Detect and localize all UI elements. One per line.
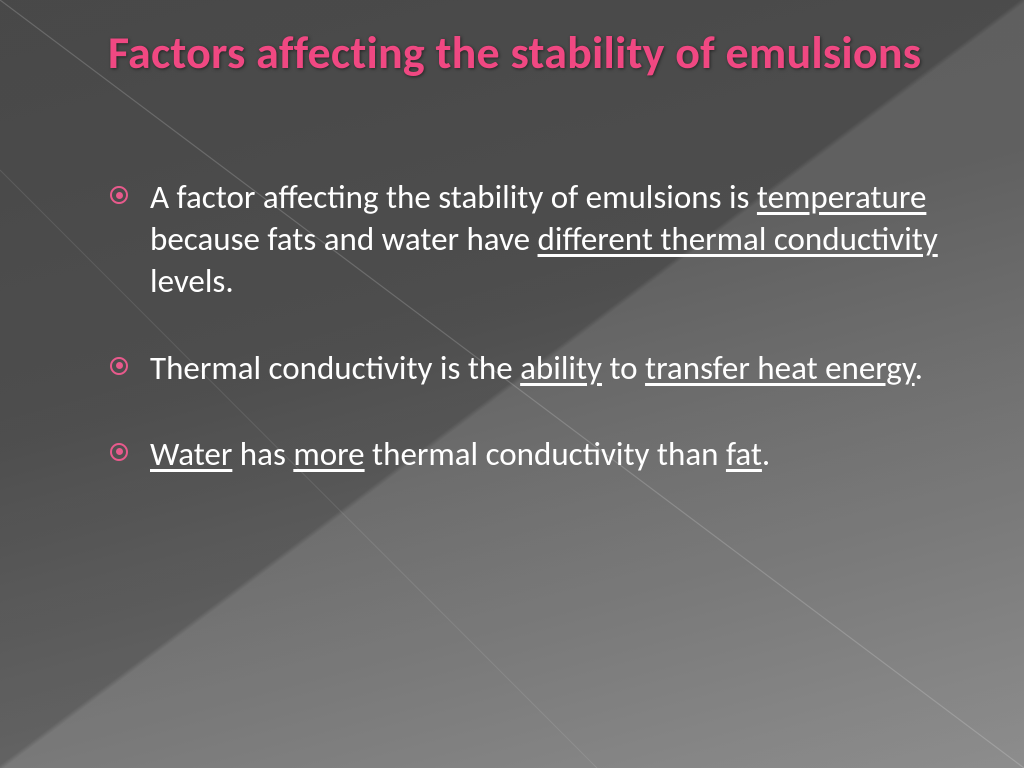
bullet-item: A factor affecting the stability of emul… — [108, 176, 944, 303]
plain-text: to — [602, 348, 645, 388]
bullet-marker-icon — [110, 357, 128, 375]
underlined-text: Water — [150, 434, 232, 474]
underlined-text: ability — [520, 348, 602, 388]
underlined-text: fat — [726, 434, 762, 474]
slide-body: A factor affecting the stability of emul… — [108, 176, 944, 475]
plain-text: has — [232, 434, 293, 474]
underlined-text: temperature — [757, 177, 926, 217]
plain-text: because fats and water have — [150, 219, 538, 259]
underlined-text: more — [293, 434, 364, 474]
bullet-item: Thermal conductivity is the ability to t… — [108, 347, 944, 389]
underlined-text: different thermal conductivity — [538, 219, 938, 259]
plain-text: Thermal conductivity is the — [150, 348, 520, 388]
plain-text: levels. — [150, 261, 234, 301]
slide: Factors affecting the stability of emuls… — [0, 0, 1024, 768]
bullet-text: A factor affecting the stability of emul… — [150, 177, 938, 301]
bullet-text: Thermal conductivity is the ability to t… — [150, 348, 923, 388]
plain-text: . — [915, 348, 923, 388]
plain-text: . — [762, 434, 770, 474]
bullet-text: Water has more thermal conductivity than… — [150, 434, 770, 474]
plain-text: A factor affecting the stability of emul… — [150, 177, 757, 217]
slide-title: Factors affecting the stability of emuls… — [108, 28, 964, 80]
plain-text: thermal conductivity than — [365, 434, 726, 474]
underlined-text: transfer heat energy — [645, 348, 915, 388]
bullet-marker-icon — [110, 186, 128, 204]
bullet-item: Water has more thermal conductivity than… — [108, 433, 944, 475]
bullet-marker-icon — [110, 443, 128, 461]
